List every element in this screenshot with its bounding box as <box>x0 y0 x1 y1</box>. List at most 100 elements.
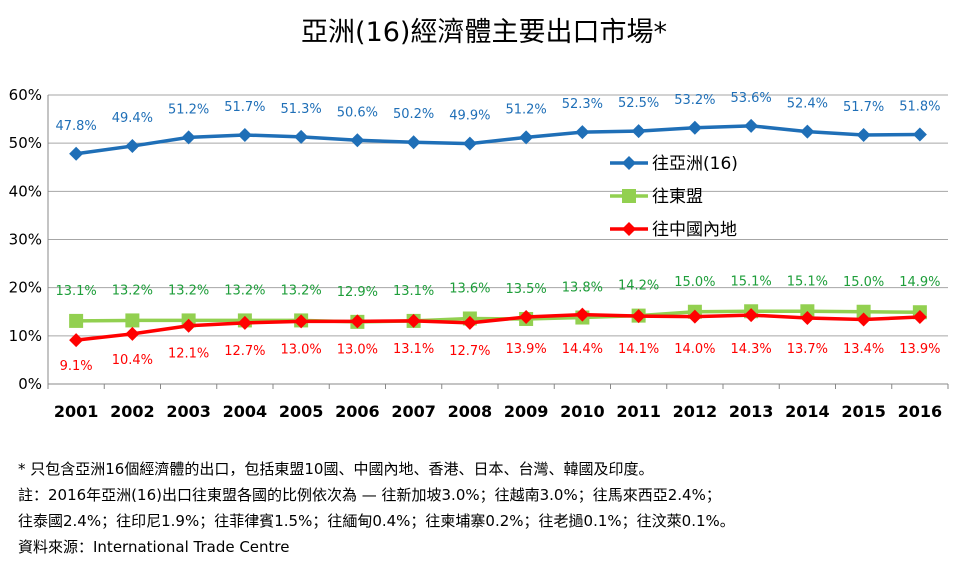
y-tick-label: 50% <box>9 134 42 152</box>
data-point <box>125 326 140 341</box>
data-label: 14.9% <box>899 275 940 290</box>
data-label: 15.1% <box>787 274 828 289</box>
data-label: 51.8% <box>899 99 940 114</box>
x-tick-label: 2013 <box>729 402 774 421</box>
series-group <box>69 118 927 348</box>
data-label: 51.7% <box>843 100 884 115</box>
data-label: 14.1% <box>618 342 659 357</box>
gridlines <box>48 94 948 385</box>
x-tick-label: 2012 <box>673 402 718 421</box>
data-point <box>350 314 365 329</box>
data-labels: 47.8% 49.4% 51.2% 51.7% 51.3% 50.6% 50.2% 49.9%… <box>55 91 940 374</box>
data-label: 15.1% <box>730 274 771 289</box>
data-point <box>125 139 140 154</box>
data-point <box>69 146 84 161</box>
data-point <box>181 130 196 145</box>
data-label: 13.5% <box>505 282 546 297</box>
data-label: 51.7% <box>224 100 265 115</box>
data-label: 13.2% <box>168 283 209 298</box>
chart-title: 亞洲(16)經濟體主要出口市場* <box>301 17 667 48</box>
data-label: 52.5% <box>618 96 659 111</box>
legend-label: 往亞洲(16) <box>652 154 738 174</box>
x-axis: 2001 2002 2003 2004 2005 2006 2007 2008 2009 2010… <box>47 384 949 421</box>
data-point <box>744 118 759 133</box>
series-line <box>75 312 920 342</box>
data-point <box>575 125 590 140</box>
data-label: 13.6% <box>449 281 490 296</box>
data-point <box>631 309 646 324</box>
data-label: 14.0% <box>674 342 715 357</box>
data-label: 12.1% <box>168 347 209 362</box>
source-note: 資料來源：International Trade Centre <box>18 538 290 556</box>
data-point <box>125 313 140 328</box>
data-label: 50.2% <box>393 107 434 122</box>
data-label: 14.4% <box>562 342 603 357</box>
data-point <box>462 136 477 151</box>
data-point <box>519 310 534 325</box>
data-label: 52.3% <box>562 97 603 112</box>
data-label: 52.4% <box>787 97 828 112</box>
data-label: 10.4% <box>112 353 153 368</box>
data-point <box>406 313 421 328</box>
legend-label: 往中國內地 <box>652 220 737 240</box>
data-label: 51.3% <box>280 102 321 117</box>
data-point <box>912 127 927 142</box>
data-point <box>631 124 646 139</box>
data-point <box>237 315 252 330</box>
x-tick-label: 2006 <box>335 402 380 421</box>
x-tick-label: 2009 <box>504 402 549 421</box>
data-label: 50.6% <box>337 105 378 120</box>
data-label: 13.8% <box>562 281 603 296</box>
x-tick-label: 2008 <box>448 402 493 421</box>
data-point <box>181 318 196 333</box>
x-tick-label: 2001 <box>54 402 99 421</box>
data-point <box>622 222 636 236</box>
data-point <box>800 124 815 139</box>
data-label: 49.9% <box>449 109 490 124</box>
data-point <box>687 309 702 324</box>
x-tick-label: 2005 <box>279 402 324 421</box>
data-label: 14.3% <box>730 342 771 357</box>
y-tick-label: 30% <box>9 231 42 249</box>
data-label: 9.1% <box>60 359 93 374</box>
data-point <box>406 135 421 150</box>
y-tick-label: 0% <box>18 375 42 393</box>
data-label: 13.2% <box>112 283 153 298</box>
data-point <box>744 308 759 323</box>
data-point <box>294 314 309 329</box>
y-tick-label: 20% <box>9 279 42 297</box>
legend-label: 往東盟 <box>652 187 703 207</box>
data-point <box>912 310 927 325</box>
data-label: 13.2% <box>224 283 265 298</box>
data-point <box>575 307 590 322</box>
y-tick-label: 40% <box>9 182 42 200</box>
data-point <box>462 315 477 330</box>
series-line <box>75 124 920 156</box>
data-label: 49.4% <box>112 111 153 126</box>
x-tick-label: 2015 <box>841 402 886 421</box>
data-point <box>69 313 84 328</box>
data-label: 13.9% <box>899 342 940 357</box>
data-point <box>800 311 815 326</box>
data-label: 13.1% <box>393 342 434 357</box>
x-tick-label: 2004 <box>223 402 268 421</box>
data-point <box>69 333 84 348</box>
footnote-breakdown-1: 註：2016年亞洲(16)出口往東盟各國的比例依次為 — 往新加坡3.0%；往越… <box>18 486 721 504</box>
data-label: 51.2% <box>168 102 209 117</box>
y-tick-label: 10% <box>9 327 42 345</box>
data-label: 47.8% <box>55 119 96 134</box>
x-tick-label: 2014 <box>785 402 830 421</box>
data-point <box>622 189 636 203</box>
data-point <box>237 127 252 142</box>
data-point <box>856 312 871 327</box>
footnote-scope: * 只包含亞洲16個經濟體的出口，包括東盟10國、中國內地、香港、日本、台灣、韓… <box>18 460 654 478</box>
data-label: 12.9% <box>337 285 378 300</box>
x-tick-label: 2003 <box>166 402 211 421</box>
data-label: 13.1% <box>393 284 434 299</box>
data-label: 13.7% <box>787 342 828 357</box>
x-tick-label: 2010 <box>560 402 605 421</box>
data-label: 14.2% <box>618 279 659 294</box>
data-label: 13.2% <box>280 283 321 298</box>
x-tick-label: 2016 <box>898 402 943 421</box>
y-axis: 0% 10% 20% 30% 40% 50% 60% <box>9 86 49 393</box>
